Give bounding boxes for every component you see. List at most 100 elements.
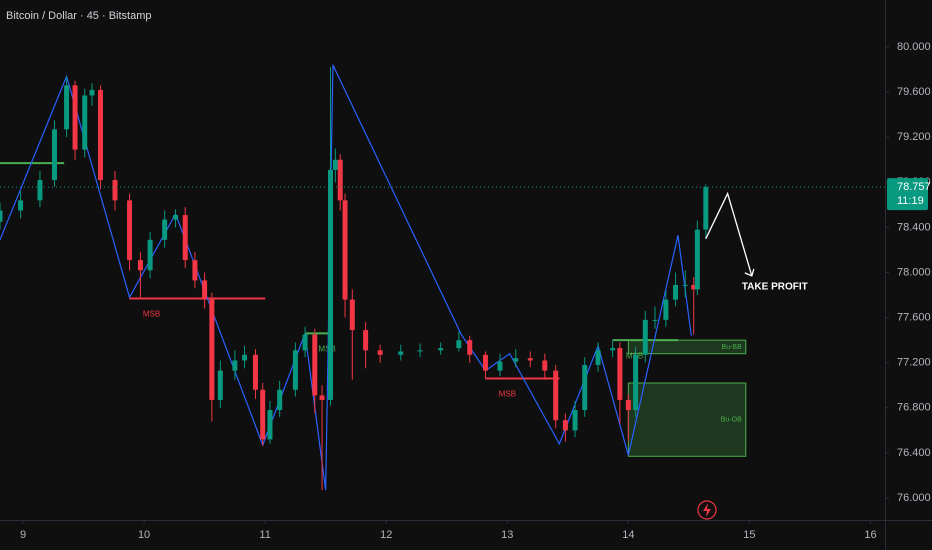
level-label: MSB bbox=[143, 310, 160, 319]
candle-body bbox=[337, 159, 343, 201]
candle-body bbox=[328, 169, 334, 400]
candle-body bbox=[349, 299, 355, 331]
candle bbox=[292, 342, 298, 397]
target-path bbox=[705, 191, 753, 277]
candle-body bbox=[398, 351, 404, 355]
candle-body bbox=[691, 284, 697, 290]
candle-body bbox=[652, 319, 658, 321]
candle bbox=[267, 401, 273, 444]
y-tick-label: 79.600 bbox=[897, 86, 931, 98]
candle bbox=[82, 88, 88, 158]
candle bbox=[456, 331, 462, 352]
level-label: MSB bbox=[499, 390, 516, 399]
candle-body bbox=[232, 360, 238, 371]
candle-body bbox=[277, 389, 283, 411]
candle-body bbox=[312, 334, 318, 396]
chart-title: Bitcoin / Dollar · 45 · Bitstamp bbox=[6, 10, 152, 22]
last-price-label: 78.757 bbox=[897, 181, 931, 193]
candle bbox=[302, 326, 308, 358]
candle bbox=[277, 380, 283, 417]
candle bbox=[398, 344, 404, 361]
x-tick-label: 10 bbox=[138, 529, 150, 541]
candle-body bbox=[682, 284, 688, 286]
candle bbox=[112, 171, 118, 211]
candle bbox=[617, 342, 623, 424]
candle-body bbox=[0, 210, 3, 222]
candle bbox=[625, 394, 631, 442]
candle-body bbox=[673, 284, 679, 300]
candle bbox=[97, 85, 103, 190]
candle-body bbox=[267, 410, 273, 440]
candle bbox=[89, 83, 95, 106]
candle bbox=[328, 67, 334, 406]
candle-body bbox=[82, 95, 88, 150]
zone bbox=[627, 339, 747, 355]
y-tick-label: 76.400 bbox=[897, 447, 931, 459]
candle-body bbox=[642, 319, 648, 355]
candle-body bbox=[242, 354, 248, 361]
candle bbox=[438, 342, 444, 355]
candle-body bbox=[482, 354, 488, 371]
candle bbox=[342, 193, 348, 318]
candle bbox=[64, 76, 70, 138]
candle-body bbox=[72, 85, 78, 150]
candle bbox=[513, 349, 519, 368]
candle bbox=[173, 209, 179, 228]
candle bbox=[312, 328, 318, 414]
candle bbox=[663, 290, 669, 327]
candle bbox=[377, 344, 383, 363]
candle-body bbox=[51, 129, 57, 181]
y-tick-label: 78.000 bbox=[897, 266, 931, 278]
candle-body bbox=[292, 350, 298, 390]
target-label: TAKE PROFIT bbox=[742, 282, 808, 293]
candle-body bbox=[617, 348, 623, 400]
candle bbox=[562, 413, 568, 442]
candle-body bbox=[217, 370, 223, 400]
candle-body bbox=[595, 350, 601, 365]
candle bbox=[332, 148, 338, 183]
candle-body bbox=[633, 354, 639, 411]
countdown-label: 11:19 bbox=[897, 195, 924, 207]
x-tick-label: 16 bbox=[864, 529, 876, 541]
candle bbox=[595, 342, 601, 372]
candle bbox=[147, 231, 153, 279]
candle-body bbox=[147, 239, 153, 271]
candle bbox=[652, 306, 658, 329]
candle bbox=[497, 353, 503, 377]
candle-body bbox=[319, 395, 325, 400]
candle-body bbox=[417, 350, 423, 352]
y-tick-label: 76.800 bbox=[897, 402, 931, 414]
candle bbox=[337, 154, 343, 211]
candle-body bbox=[173, 215, 179, 220]
y-tick-label: 77.600 bbox=[897, 312, 931, 324]
candle bbox=[137, 252, 143, 298]
candle-body bbox=[377, 350, 383, 355]
candle-body bbox=[302, 334, 308, 351]
candle bbox=[0, 202, 3, 230]
zone-label: Bu-BB bbox=[722, 344, 743, 351]
candle-body bbox=[332, 159, 338, 170]
candle bbox=[572, 401, 578, 438]
candle bbox=[192, 252, 198, 289]
candle bbox=[527, 351, 533, 368]
candle bbox=[691, 277, 697, 335]
candle bbox=[349, 289, 355, 380]
candle bbox=[260, 383, 266, 447]
candle-body bbox=[363, 330, 369, 351]
candle bbox=[182, 207, 188, 269]
candle bbox=[242, 345, 248, 369]
x-tick-label: 13 bbox=[501, 529, 513, 541]
alert-circle bbox=[697, 500, 717, 520]
candle bbox=[417, 343, 423, 358]
candle-body bbox=[252, 354, 258, 390]
zone bbox=[627, 382, 747, 457]
candle-body bbox=[18, 200, 24, 211]
candle-body bbox=[438, 348, 444, 351]
candle bbox=[542, 353, 548, 380]
candle bbox=[209, 292, 215, 422]
zone-label: Bu-OB bbox=[721, 416, 742, 423]
alert-icon[interactable] bbox=[697, 500, 717, 520]
y-tick-label: 78.400 bbox=[897, 221, 931, 233]
